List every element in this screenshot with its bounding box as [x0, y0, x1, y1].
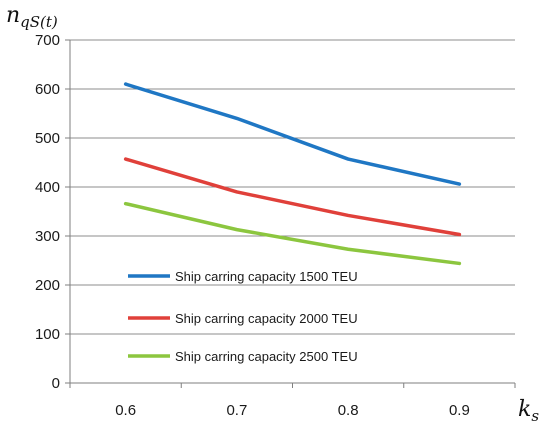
series-line-2 [123, 157, 462, 237]
series-lines [123, 82, 462, 266]
x-tick-labels: 0.6 0.7 0.8 0.9 [69, 383, 516, 419]
y-tick-label: 500 [35, 130, 60, 147]
legend-label-2: Ship carring capacity 2000 TEU [175, 311, 358, 326]
y-tick-label: 300 [35, 228, 60, 245]
y-tick-label: 100 [35, 326, 60, 343]
y-tick-labels: 0 100 200 300 400 500 600 700 [35, 32, 70, 392]
legend: Ship carring capacity 1500 TEU Ship carri… [128, 269, 358, 364]
x-tick-label: 0.9 [449, 402, 470, 419]
legend-label-3: Ship carring capacity 2500 TEU [175, 349, 358, 364]
x-tick-label: 0.6 [115, 402, 136, 419]
x-axis-label-subscript: s [531, 407, 539, 425]
series-line-3 [123, 201, 462, 266]
x-axis-label: ks [518, 397, 539, 425]
y-axis-label-main: n [6, 3, 20, 28]
y-tick-label: 700 [35, 32, 60, 49]
legend-label-1: Ship carring capacity 1500 TEU [175, 269, 358, 284]
x-axis-label-main: k [518, 397, 531, 422]
y-tick-label: 600 [35, 81, 60, 98]
y-axis-label-subscript: qS(t) [20, 13, 58, 31]
y-tick-label: 200 [35, 277, 60, 294]
axes [69, 40, 515, 384]
y-axis-label: nqS(t) [6, 3, 58, 31]
x-tick-label: 0.8 [338, 402, 359, 419]
y-tick-label: 400 [35, 179, 60, 196]
gridlines [70, 39, 515, 335]
y-tick-label: 0 [52, 375, 60, 392]
series-line-1 [123, 82, 462, 186]
x-tick-label: 0.7 [226, 402, 247, 419]
